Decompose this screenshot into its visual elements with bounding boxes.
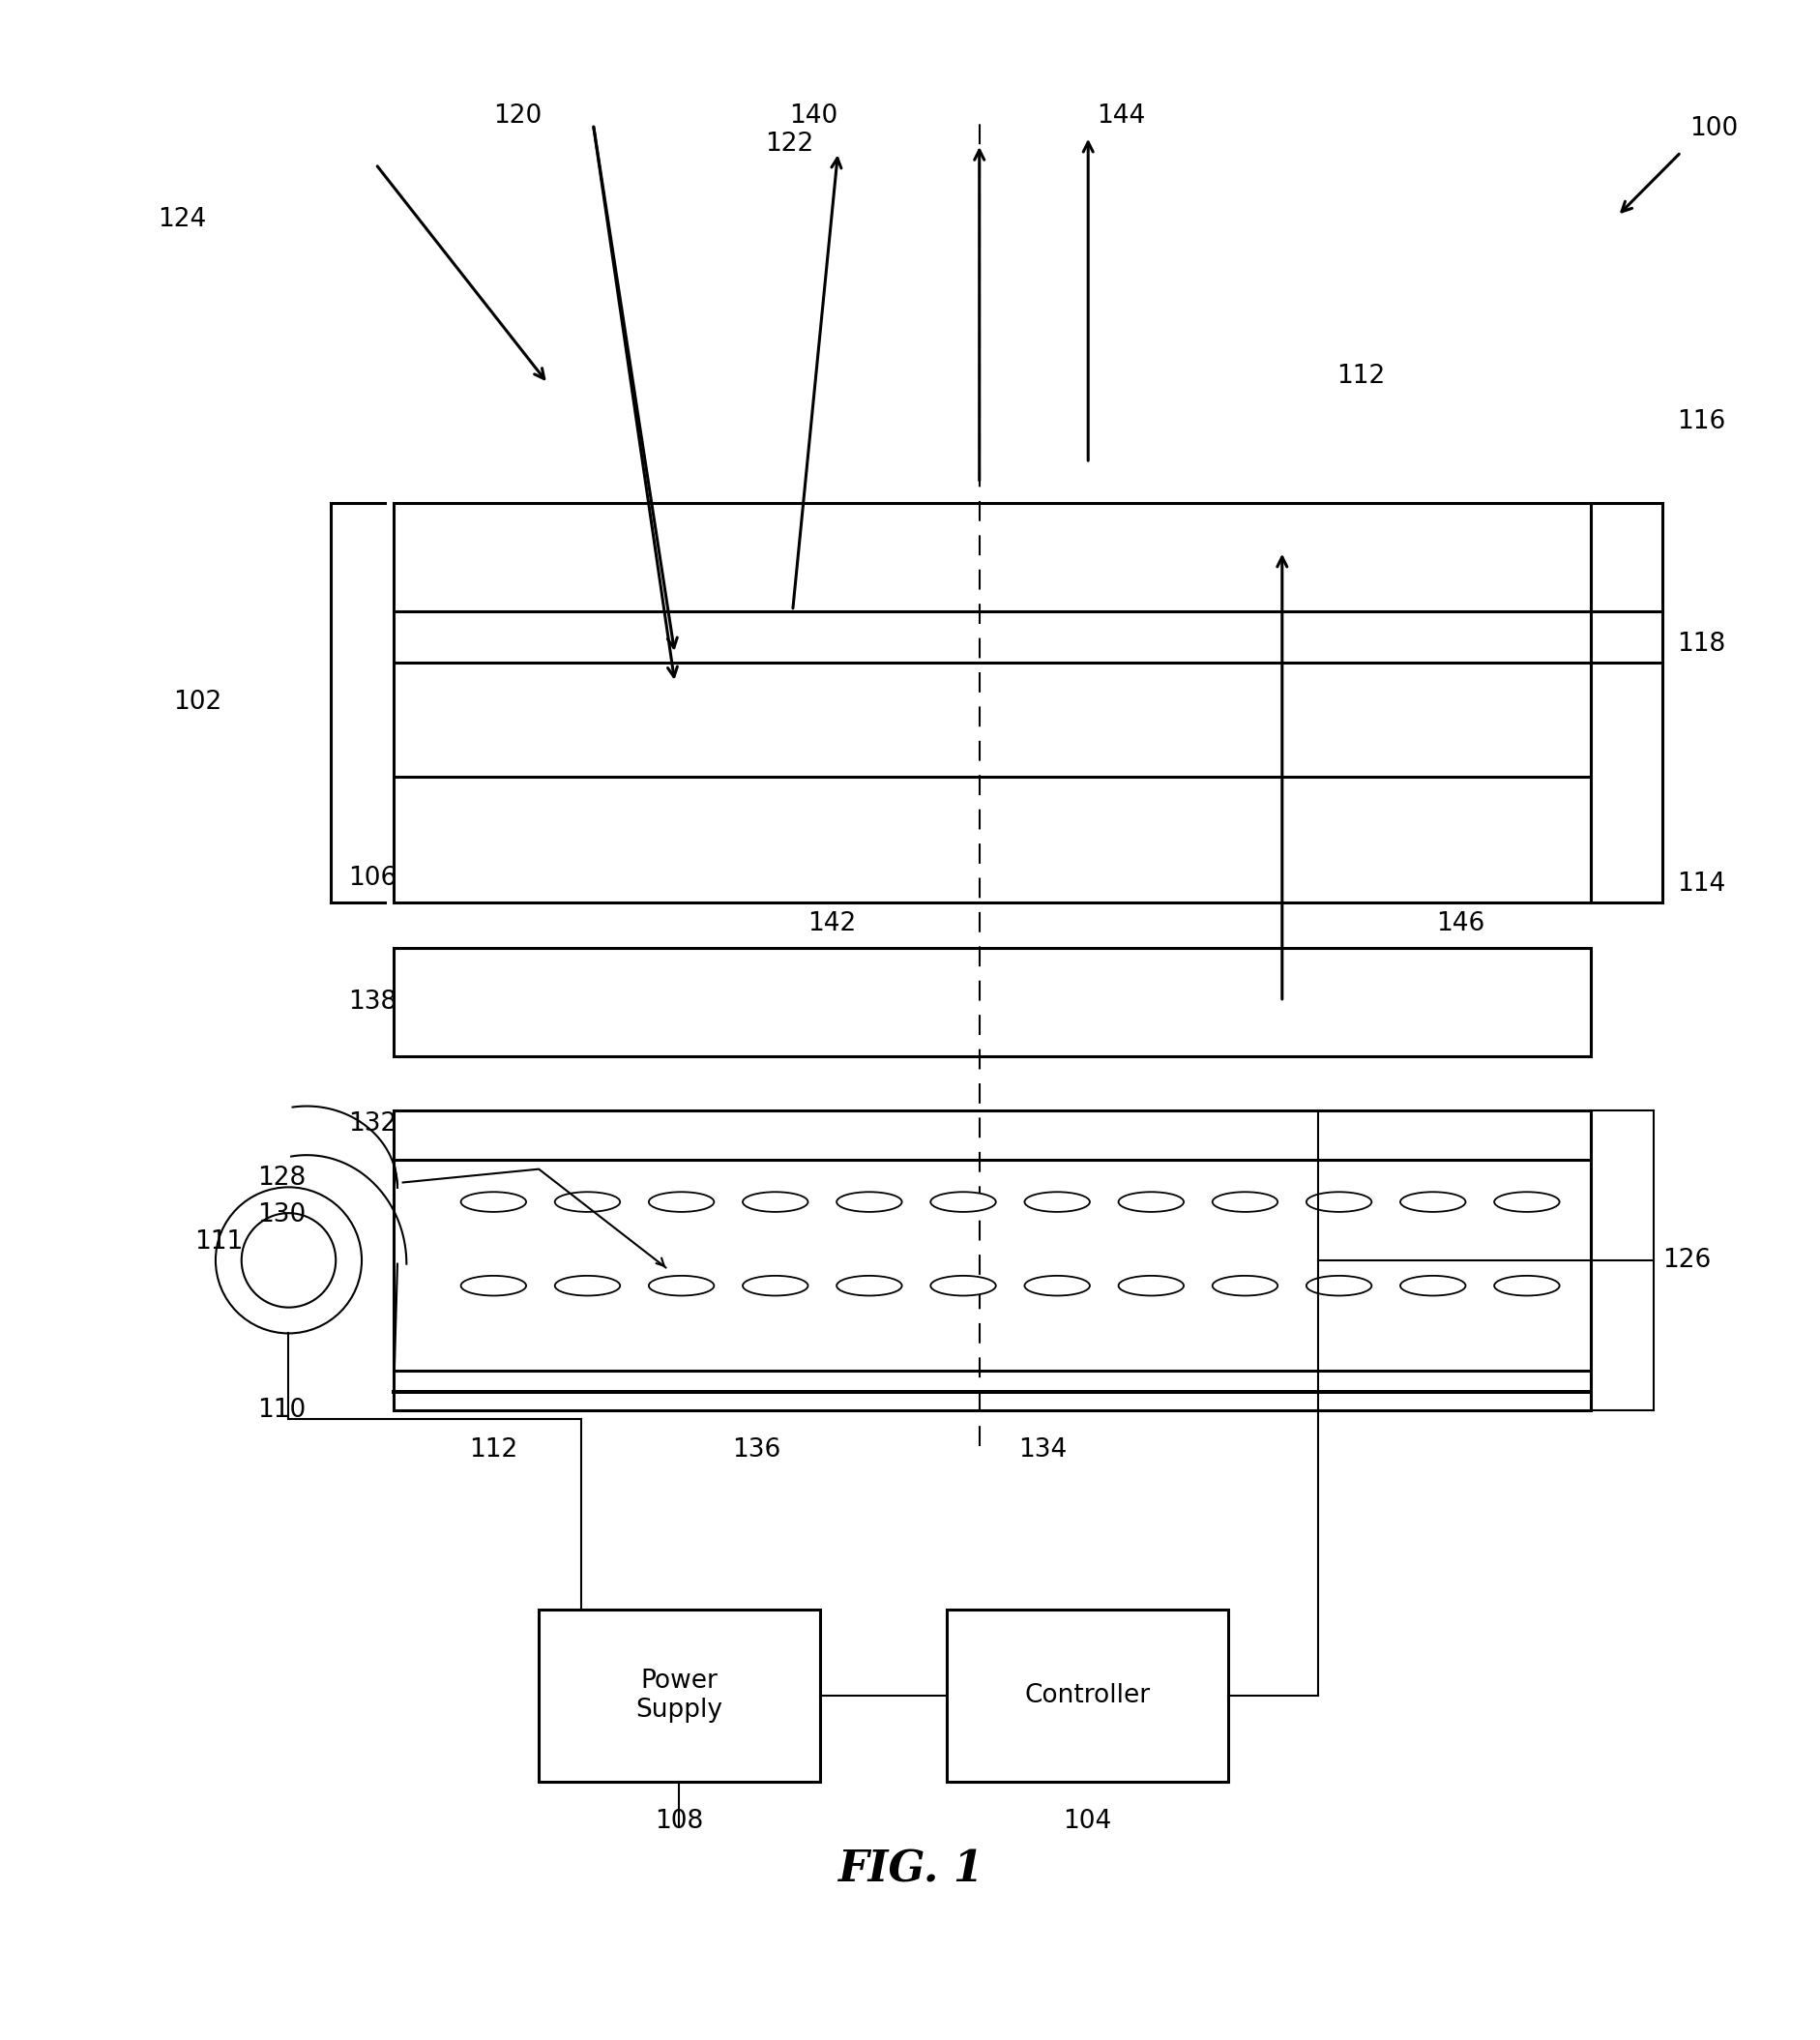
Text: 114: 114: [1676, 871, 1725, 896]
Ellipse shape: [460, 1191, 526, 1212]
Text: 106: 106: [348, 867, 397, 891]
Ellipse shape: [743, 1275, 808, 1295]
Ellipse shape: [1212, 1191, 1278, 1212]
Text: 128: 128: [258, 1165, 306, 1191]
Text: FIG. 1: FIG. 1: [837, 1848, 983, 1891]
Ellipse shape: [1400, 1275, 1465, 1295]
Text: 132: 132: [348, 1112, 397, 1136]
Bar: [393, 947, 1589, 1057]
Text: 110: 110: [258, 1397, 306, 1422]
Ellipse shape: [1305, 1275, 1370, 1295]
Text: 112: 112: [1336, 363, 1385, 390]
Ellipse shape: [555, 1275, 621, 1295]
Text: 126: 126: [1662, 1248, 1711, 1273]
Text: 136: 136: [732, 1438, 781, 1463]
Ellipse shape: [1400, 1191, 1465, 1212]
Ellipse shape: [1025, 1191, 1088, 1212]
Ellipse shape: [1494, 1191, 1558, 1212]
Text: 111: 111: [195, 1230, 242, 1255]
Text: 124: 124: [158, 208, 207, 233]
Ellipse shape: [648, 1275, 713, 1295]
Ellipse shape: [1117, 1191, 1183, 1212]
Text: 140: 140: [788, 104, 837, 129]
Ellipse shape: [835, 1275, 901, 1295]
Ellipse shape: [1025, 1275, 1088, 1295]
Text: Controller: Controller: [1025, 1683, 1150, 1707]
Bar: [946, 1610, 1227, 1781]
Text: 120: 120: [493, 104, 542, 129]
Text: 100: 100: [1689, 116, 1738, 141]
Ellipse shape: [1212, 1275, 1278, 1295]
Ellipse shape: [743, 1191, 808, 1212]
Text: 138: 138: [348, 989, 397, 1014]
Text: 122: 122: [764, 133, 814, 157]
Text: 134: 134: [1017, 1438, 1067, 1463]
Text: 116: 116: [1676, 410, 1725, 435]
Text: 102: 102: [173, 690, 222, 716]
Bar: [393, 1110, 1589, 1410]
Text: 104: 104: [1063, 1809, 1110, 1834]
Ellipse shape: [1494, 1275, 1558, 1295]
Bar: [539, 1610, 819, 1781]
Ellipse shape: [648, 1191, 713, 1212]
Ellipse shape: [555, 1191, 621, 1212]
Ellipse shape: [930, 1275, 996, 1295]
Ellipse shape: [1305, 1191, 1370, 1212]
Bar: [393, 504, 1589, 902]
Text: 142: 142: [806, 912, 855, 936]
Text: 118: 118: [1676, 632, 1725, 657]
Ellipse shape: [460, 1275, 526, 1295]
Text: 108: 108: [655, 1809, 703, 1834]
Text: Power
Supply: Power Supply: [635, 1669, 723, 1722]
Text: 130: 130: [258, 1202, 306, 1226]
Ellipse shape: [1117, 1275, 1183, 1295]
Text: 112: 112: [470, 1438, 517, 1463]
Ellipse shape: [930, 1191, 996, 1212]
Text: 144: 144: [1097, 104, 1145, 129]
Text: 146: 146: [1436, 912, 1483, 936]
Ellipse shape: [835, 1191, 901, 1212]
